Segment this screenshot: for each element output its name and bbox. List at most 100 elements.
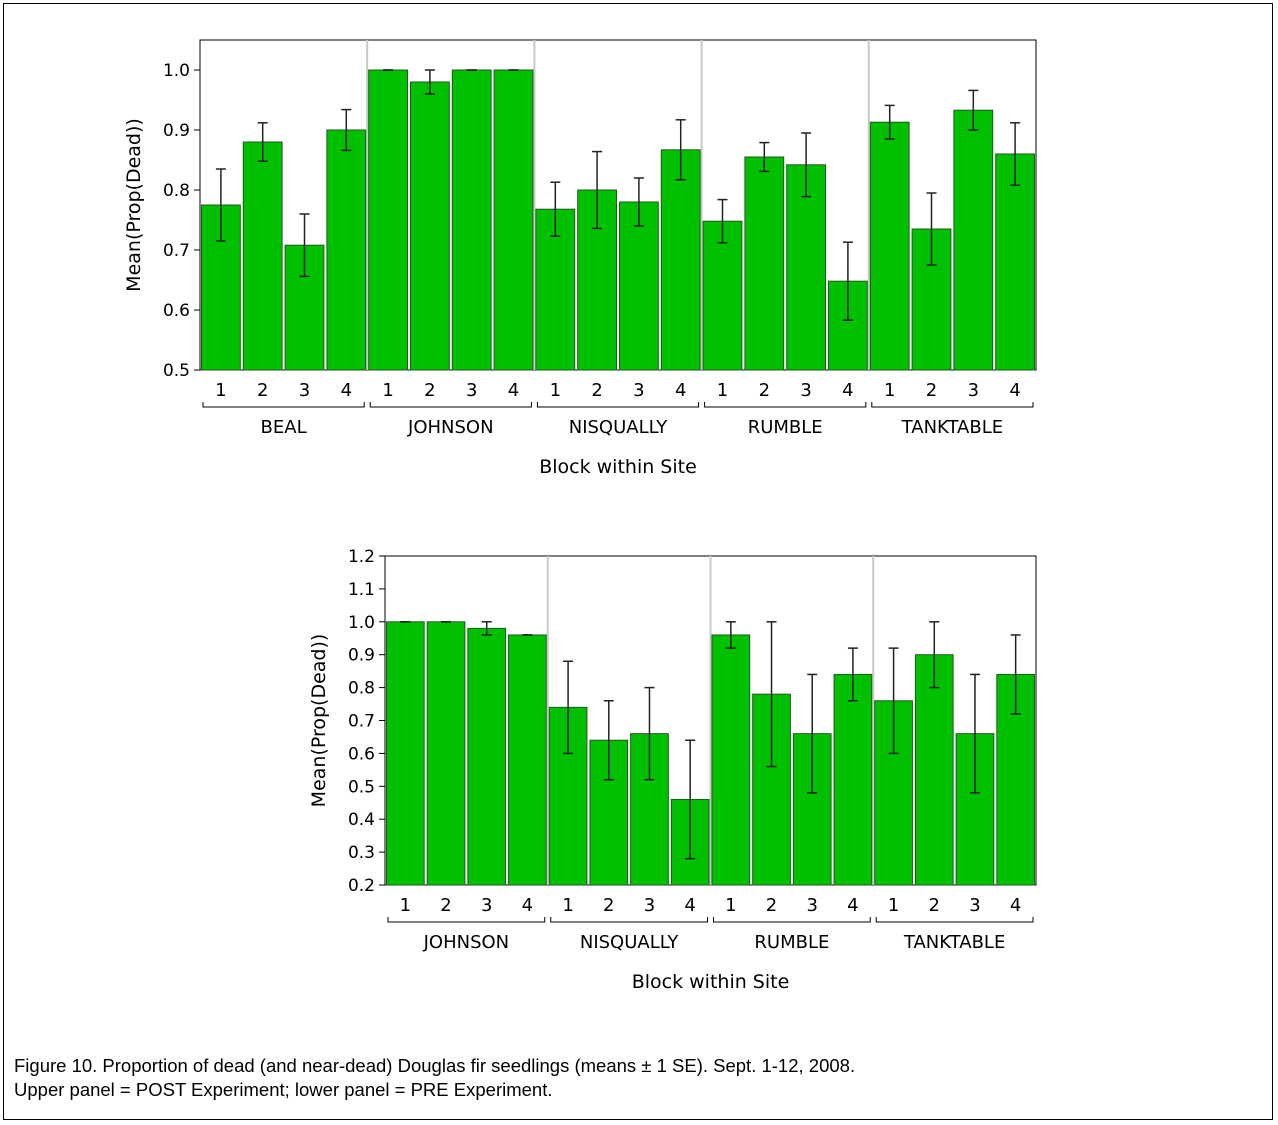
site-label: TANKTABLE xyxy=(901,417,1003,438)
x-tick-label: 4 xyxy=(847,895,858,916)
x-tick-label: 4 xyxy=(522,895,533,916)
y-axis-label: Mean(Prop(Dead)) xyxy=(123,118,145,292)
x-tick-label: 2 xyxy=(926,380,937,401)
site-label: NISQUALLY xyxy=(580,932,680,953)
x-tick-label: 2 xyxy=(766,895,777,916)
y-tick-label: 0.8 xyxy=(163,181,190,201)
caption-line-2: Upper panel = POST Experiment; lower pan… xyxy=(14,1079,553,1100)
chart-post-experiment: 0.5 0.6 0.7 0.8 0.9 1.0 Mean(Prop(Dead)) 1 2 3 4 BE… xyxy=(123,39,1037,478)
y-tick-label: 0.4 xyxy=(348,810,375,830)
bar xyxy=(914,654,954,886)
bar xyxy=(744,156,785,371)
group-bracket xyxy=(387,917,546,923)
bar xyxy=(869,121,910,371)
x-tick-label: 3 xyxy=(806,895,817,916)
x-tick-label: 2 xyxy=(591,380,602,401)
x-tick-label: 4 xyxy=(341,380,352,401)
x-tick-label: 3 xyxy=(800,380,811,401)
site-label: RUMBLE xyxy=(754,932,829,953)
x-tick-label: 4 xyxy=(675,380,686,401)
bar xyxy=(589,739,629,886)
x-axis-label: Block within Site xyxy=(539,456,697,478)
x-tick-label: 1 xyxy=(382,380,393,401)
x-tick-label: 1 xyxy=(215,380,226,401)
x-tick-label: 4 xyxy=(842,380,853,401)
bar xyxy=(711,634,751,886)
x-tick-label: 4 xyxy=(508,380,519,401)
x-axis-label: Block within Site xyxy=(632,971,790,993)
bar xyxy=(451,69,492,371)
x-tick-label: 2 xyxy=(257,380,268,401)
y-tick-label: 0.2 xyxy=(348,876,375,896)
site-label: JOHNSON xyxy=(423,932,510,953)
site-label: RUMBLE xyxy=(748,417,823,438)
bar xyxy=(508,634,547,886)
x-tick-label: 3 xyxy=(481,895,492,916)
site-label: JOHNSON xyxy=(407,417,494,438)
group-bracket xyxy=(369,402,532,408)
x-tick-label: 2 xyxy=(603,895,614,916)
bar xyxy=(326,129,367,371)
x-tick-label: 3 xyxy=(969,895,980,916)
caption-line-1: Figure 10. Proportion of dead (and near-… xyxy=(14,1055,856,1076)
x-tick-label: 1 xyxy=(884,380,895,401)
x-tick-label: 1 xyxy=(717,380,728,401)
plot-frame xyxy=(199,39,1037,371)
group-bracket xyxy=(202,402,365,408)
chart-pre-experiment: 0.2 0.3 0.4 0.5 0.6 0.7 0.8 0.9 1.0 1.1 1.2 Mean(Pr… xyxy=(308,547,1037,993)
y-tick-label: 0.6 xyxy=(348,744,375,764)
x-tick-label: 1 xyxy=(562,895,573,916)
bar xyxy=(386,621,425,886)
x-tick-label: 4 xyxy=(684,895,695,916)
site-label: NISQUALLY xyxy=(569,417,669,438)
y-tick-label: 1.0 xyxy=(163,61,190,81)
y-tick-label: 0.8 xyxy=(348,679,375,699)
y-tick-label: 0.7 xyxy=(348,712,375,732)
y-tick-label: 0.5 xyxy=(348,777,375,797)
y-tick-label: 0.9 xyxy=(163,121,190,141)
y-tick-label: 0.5 xyxy=(163,361,190,381)
y-tick-label: 1.2 xyxy=(348,547,375,567)
y-tick-label: 0.9 xyxy=(348,646,375,666)
group-bracket xyxy=(713,917,871,923)
x-tick-label: 4 xyxy=(1009,380,1020,401)
group-bracket xyxy=(536,402,700,408)
site-label: BEAL xyxy=(261,417,307,438)
group-bracket xyxy=(871,402,1034,408)
x-tick-label: 1 xyxy=(725,895,736,916)
bar xyxy=(953,109,994,371)
x-tick-label: 1 xyxy=(400,895,411,916)
x-tick-label: 3 xyxy=(644,895,655,916)
bar xyxy=(786,164,827,371)
figure-frame xyxy=(3,3,1273,1120)
bar xyxy=(426,621,466,886)
x-tick-label: 3 xyxy=(299,380,310,401)
x-tick-label: 4 xyxy=(1010,895,1021,916)
bar xyxy=(410,81,450,371)
bar xyxy=(467,627,507,886)
y-tick-label: 0.7 xyxy=(163,241,190,261)
x-tick-label: 3 xyxy=(633,380,644,401)
bar xyxy=(619,201,659,371)
x-tick-label: 3 xyxy=(466,380,477,401)
x-tick-label: 3 xyxy=(968,380,979,401)
x-tick-label: 2 xyxy=(759,380,770,401)
bar xyxy=(660,149,701,371)
x-tick-label: 2 xyxy=(440,895,451,916)
y-tick-label: 0.3 xyxy=(348,843,375,863)
y-tick-label: 0.6 xyxy=(163,301,190,321)
bar xyxy=(284,244,325,371)
group-bracket xyxy=(875,917,1034,923)
bar xyxy=(242,141,283,371)
x-tick-label: 1 xyxy=(550,380,561,401)
bar xyxy=(833,673,873,886)
y-axis-label: Mean(Prop(Dead)) xyxy=(308,634,330,808)
bar xyxy=(702,220,743,371)
bar xyxy=(368,69,409,371)
x-tick-label: 1 xyxy=(888,895,899,916)
site-label: TANKTABLE xyxy=(903,932,1005,953)
x-tick-label: 2 xyxy=(424,380,435,401)
bar xyxy=(995,153,1036,371)
group-bracket xyxy=(550,917,708,923)
figure-caption: Figure 10. Proportion of dead (and near-… xyxy=(14,1054,1264,1102)
